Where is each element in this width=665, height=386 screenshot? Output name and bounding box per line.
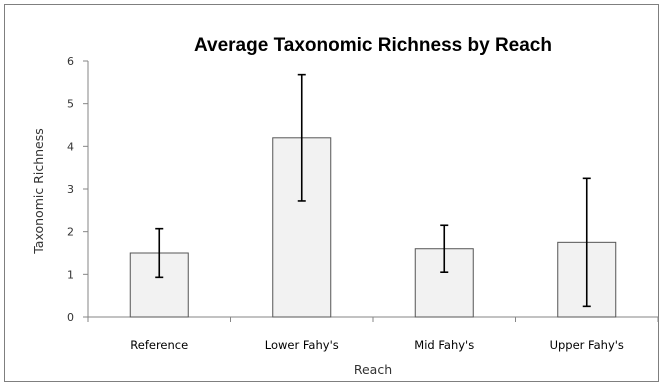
y-tick-label: 4 (67, 140, 74, 153)
plot-area: 0 1 2 3 4 5 6 Reference Lower Fahy's Mid Fahy's Up… (67, 55, 659, 352)
chart-title: Average Taxonomic Richness by Reach (194, 35, 552, 56)
y-tick-label: 6 (67, 55, 74, 68)
x-category-label: Mid Fahy's (414, 338, 474, 352)
y-tick-label: 5 (67, 98, 74, 111)
y-tick-label: 2 (67, 226, 74, 239)
y-tick-label: 0 (67, 311, 74, 324)
y-axis-label: Taxonomic Richness (31, 128, 46, 255)
bar (414, 248, 474, 318)
y-tick-label: 1 (67, 268, 74, 281)
chart-frame (4, 4, 659, 382)
x-category-label: Lower Fahy's (265, 338, 339, 352)
x-category-label: Upper Fahy's (550, 338, 624, 352)
y-tick-label: 3 (67, 183, 74, 196)
x-axis-label: Reach (354, 362, 392, 377)
x-category-label: Reference (130, 338, 188, 352)
